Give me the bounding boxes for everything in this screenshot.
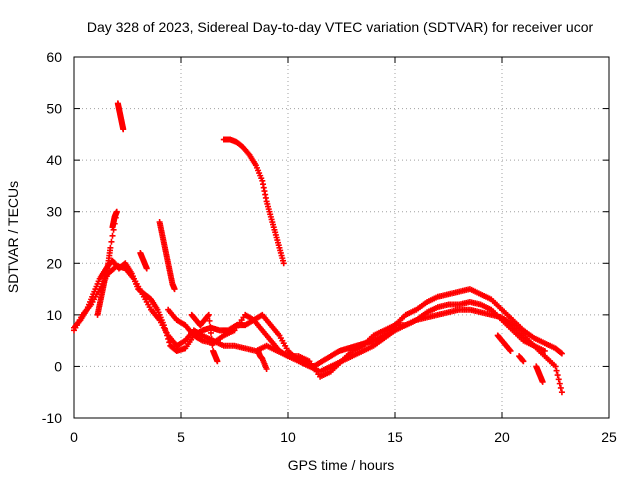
data-point bbox=[120, 126, 127, 133]
data-point bbox=[558, 350, 565, 357]
chart-title: Day 328 of 2023, Sidereal Day-to-day VTE… bbox=[87, 19, 594, 35]
data-point bbox=[113, 208, 120, 215]
data-points bbox=[71, 100, 565, 396]
data-point bbox=[209, 341, 216, 348]
x-tick-label: 10 bbox=[280, 429, 296, 445]
data-point bbox=[553, 367, 560, 374]
y-tick-label: 30 bbox=[46, 204, 62, 220]
data-point bbox=[207, 323, 214, 330]
data-point bbox=[552, 363, 559, 370]
data-point bbox=[558, 389, 565, 396]
y-tick-label: -10 bbox=[42, 410, 62, 426]
data-point bbox=[111, 220, 118, 227]
data-point bbox=[280, 260, 287, 267]
data-point bbox=[108, 238, 115, 245]
data-point bbox=[555, 376, 562, 383]
data-point bbox=[205, 311, 212, 318]
data-point bbox=[556, 380, 563, 387]
data-point bbox=[214, 358, 221, 365]
data-point bbox=[507, 347, 514, 354]
y-tick-label: 50 bbox=[46, 101, 62, 117]
data-point bbox=[207, 329, 214, 336]
data-point bbox=[557, 349, 564, 356]
x-tick-label: 15 bbox=[387, 429, 403, 445]
data-point bbox=[263, 366, 270, 373]
data-point bbox=[110, 226, 117, 233]
data-point bbox=[109, 232, 116, 239]
y-tick-label: 10 bbox=[46, 307, 62, 323]
x-tick-label: 5 bbox=[177, 429, 185, 445]
data-point bbox=[171, 286, 178, 293]
data-point bbox=[554, 372, 561, 379]
plot-frame bbox=[73, 56, 610, 419]
ticks: 0 5 10 15 20 25 -10 0 10 20 30 40 50 60 bbox=[42, 49, 617, 445]
x-tick-label: 20 bbox=[494, 429, 510, 445]
y-axis-label: SDTVAR / TECUs bbox=[5, 181, 21, 293]
y-tick-label: 60 bbox=[46, 49, 62, 65]
x-tick-label: 0 bbox=[70, 429, 78, 445]
data-point bbox=[541, 347, 548, 354]
data-point bbox=[520, 358, 527, 365]
y-tick-label: 20 bbox=[46, 255, 62, 271]
data-point bbox=[208, 335, 215, 342]
y-tick-label: 40 bbox=[46, 152, 62, 168]
data-point bbox=[94, 311, 101, 318]
data-point bbox=[539, 378, 546, 385]
data-point bbox=[112, 214, 119, 221]
data-point bbox=[143, 265, 150, 272]
x-axis-label: GPS time / hours bbox=[288, 457, 395, 473]
x-tick-label: 25 bbox=[601, 429, 617, 445]
data-point bbox=[557, 384, 564, 391]
y-tick-label: 0 bbox=[54, 358, 62, 374]
data-point bbox=[206, 317, 213, 324]
